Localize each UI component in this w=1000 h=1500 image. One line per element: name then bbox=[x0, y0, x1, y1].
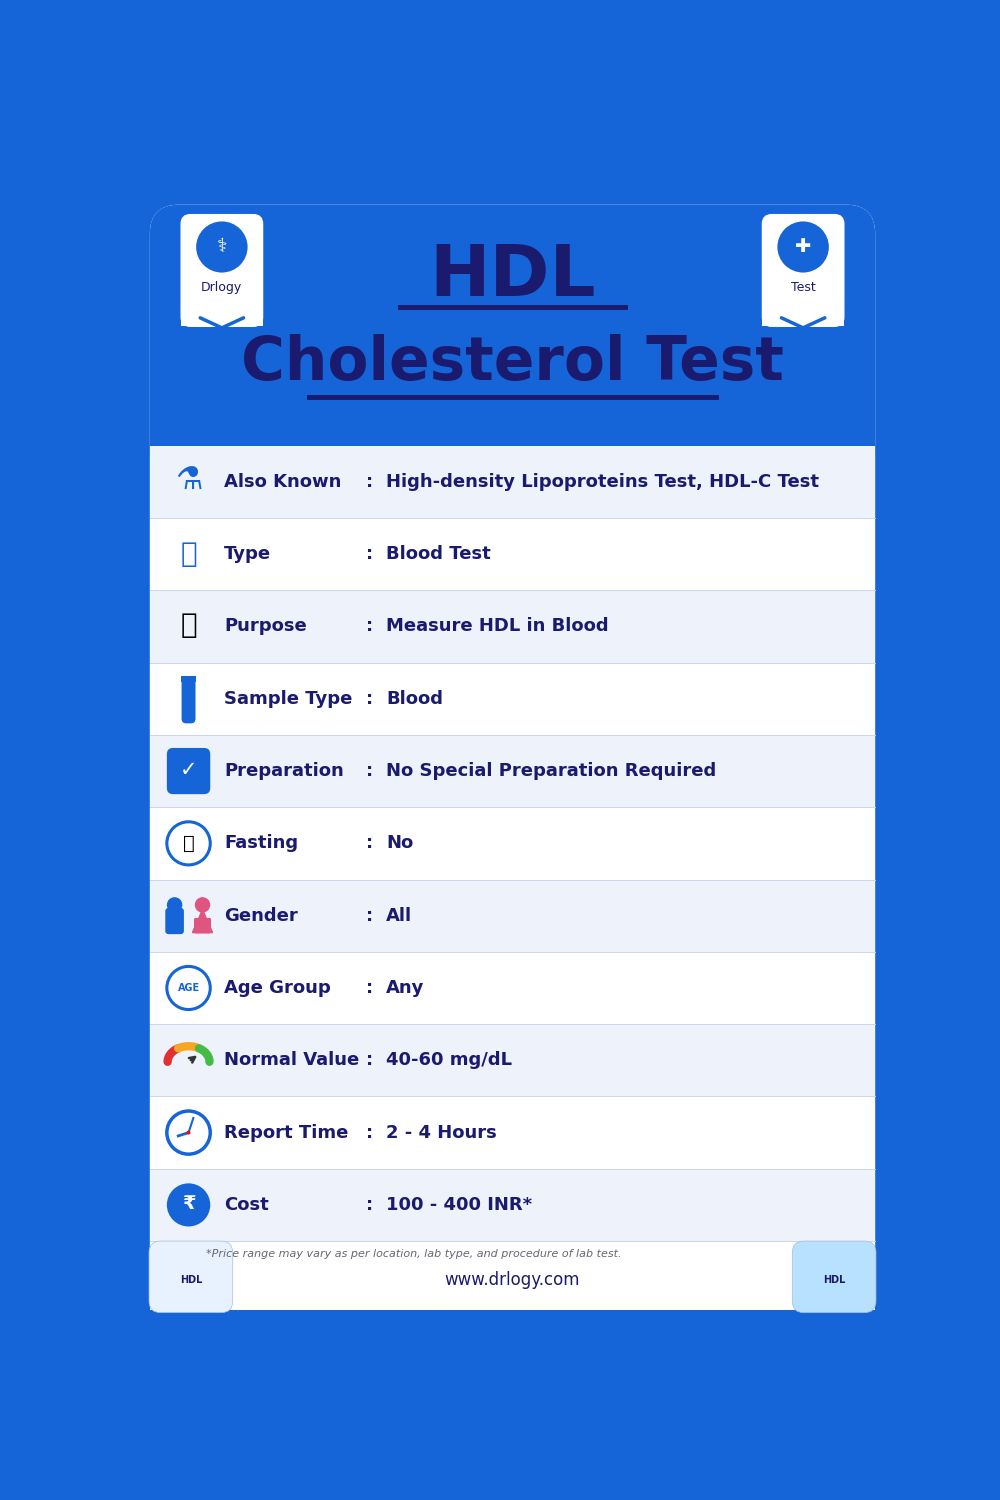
Text: 💡: 💡 bbox=[180, 610, 197, 639]
FancyBboxPatch shape bbox=[181, 214, 263, 327]
Bar bbox=[150, 735, 875, 807]
Text: www.drlogy.com: www.drlogy.com bbox=[445, 1270, 580, 1288]
Text: ⚕: ⚕ bbox=[217, 237, 227, 256]
Text: Any: Any bbox=[386, 980, 425, 998]
Text: No: No bbox=[386, 834, 413, 852]
Bar bbox=[150, 1168, 875, 1240]
Text: High-density Lipoproteins Test, HDL-C Test: High-density Lipoproteins Test, HDL-C Te… bbox=[386, 472, 819, 490]
Text: :: : bbox=[366, 544, 373, 562]
Text: Test: Test bbox=[791, 282, 816, 294]
Text: Report Time: Report Time bbox=[224, 1124, 349, 1142]
Text: 2 - 4 Hours: 2 - 4 Hours bbox=[386, 1124, 497, 1142]
Text: ✚: ✚ bbox=[795, 237, 811, 256]
Text: Measure HDL in Blood: Measure HDL in Blood bbox=[386, 618, 609, 636]
Bar bbox=[150, 518, 875, 591]
Text: Cholesterol Test: Cholesterol Test bbox=[241, 334, 784, 393]
Text: 🔬: 🔬 bbox=[180, 540, 197, 568]
FancyBboxPatch shape bbox=[129, 184, 896, 1330]
Bar bbox=[150, 444, 875, 482]
Text: Gender: Gender bbox=[224, 906, 298, 924]
Bar bbox=[762, 303, 844, 327]
FancyBboxPatch shape bbox=[150, 204, 875, 1311]
FancyBboxPatch shape bbox=[182, 678, 196, 723]
Text: Blood: Blood bbox=[386, 690, 443, 708]
Text: :: : bbox=[366, 690, 373, 708]
Text: :: : bbox=[366, 472, 373, 490]
Text: :: : bbox=[366, 1196, 373, 1214]
Polygon shape bbox=[192, 909, 213, 933]
Text: :: : bbox=[366, 980, 373, 998]
Text: 🍽: 🍽 bbox=[183, 834, 194, 854]
Bar bbox=[150, 879, 875, 953]
FancyBboxPatch shape bbox=[149, 1240, 233, 1312]
Text: HDL: HDL bbox=[180, 1275, 202, 1284]
FancyBboxPatch shape bbox=[792, 1240, 876, 1312]
Bar bbox=[150, 952, 875, 1024]
Text: Type: Type bbox=[224, 544, 271, 562]
Bar bbox=[150, 591, 875, 663]
Text: Age Group: Age Group bbox=[224, 980, 331, 998]
Circle shape bbox=[167, 1184, 210, 1227]
Text: All: All bbox=[386, 906, 412, 924]
Text: ₹: ₹ bbox=[182, 1194, 195, 1214]
Text: :: : bbox=[366, 762, 373, 780]
Text: HDL: HDL bbox=[823, 1275, 845, 1284]
Text: AGE: AGE bbox=[177, 982, 200, 993]
Bar bbox=[181, 303, 263, 327]
Text: 100 - 400 INR*: 100 - 400 INR* bbox=[386, 1196, 532, 1214]
Circle shape bbox=[195, 220, 249, 274]
Text: Purpose: Purpose bbox=[224, 618, 307, 636]
Bar bbox=[150, 1240, 875, 1311]
Circle shape bbox=[167, 822, 210, 866]
Text: :: : bbox=[366, 1052, 373, 1070]
Circle shape bbox=[167, 1112, 210, 1154]
Text: Fasting: Fasting bbox=[224, 834, 298, 852]
Text: :: : bbox=[366, 834, 373, 852]
FancyBboxPatch shape bbox=[194, 918, 211, 933]
Text: Drlogy: Drlogy bbox=[201, 282, 242, 294]
Text: Blood Test: Blood Test bbox=[386, 544, 491, 562]
Text: :: : bbox=[366, 906, 373, 924]
Text: No Special Preparation Required: No Special Preparation Required bbox=[386, 762, 716, 780]
FancyBboxPatch shape bbox=[150, 204, 875, 482]
Text: HDL: HDL bbox=[429, 242, 596, 310]
Text: :: : bbox=[366, 1124, 373, 1142]
FancyBboxPatch shape bbox=[762, 214, 844, 327]
Circle shape bbox=[187, 1131, 190, 1134]
Bar bbox=[150, 1096, 875, 1168]
Bar bbox=[150, 1024, 875, 1096]
Circle shape bbox=[167, 966, 210, 1010]
Text: Also Known: Also Known bbox=[224, 472, 342, 490]
Bar bbox=[181, 675, 196, 682]
Bar bbox=[150, 482, 875, 1311]
Circle shape bbox=[776, 220, 830, 274]
Bar bbox=[150, 446, 875, 518]
Text: :: : bbox=[366, 618, 373, 636]
Text: Cost: Cost bbox=[224, 1196, 269, 1214]
Text: Normal Value: Normal Value bbox=[224, 1052, 359, 1070]
Bar bbox=[150, 663, 875, 735]
Bar bbox=[150, 807, 875, 879]
Text: Sample Type: Sample Type bbox=[224, 690, 353, 708]
Circle shape bbox=[195, 897, 210, 912]
Text: 40-60 mg/dL: 40-60 mg/dL bbox=[386, 1052, 512, 1070]
Text: ✓: ✓ bbox=[180, 759, 197, 780]
Bar bbox=[125, 1311, 900, 1335]
Circle shape bbox=[167, 897, 182, 912]
FancyBboxPatch shape bbox=[165, 908, 184, 934]
Text: *Price range may vary as per location, lab type, and procedure of lab test.: *Price range may vary as per location, l… bbox=[206, 1250, 622, 1258]
FancyBboxPatch shape bbox=[167, 748, 210, 794]
Text: ⚗: ⚗ bbox=[175, 468, 202, 496]
Text: Preparation: Preparation bbox=[224, 762, 344, 780]
